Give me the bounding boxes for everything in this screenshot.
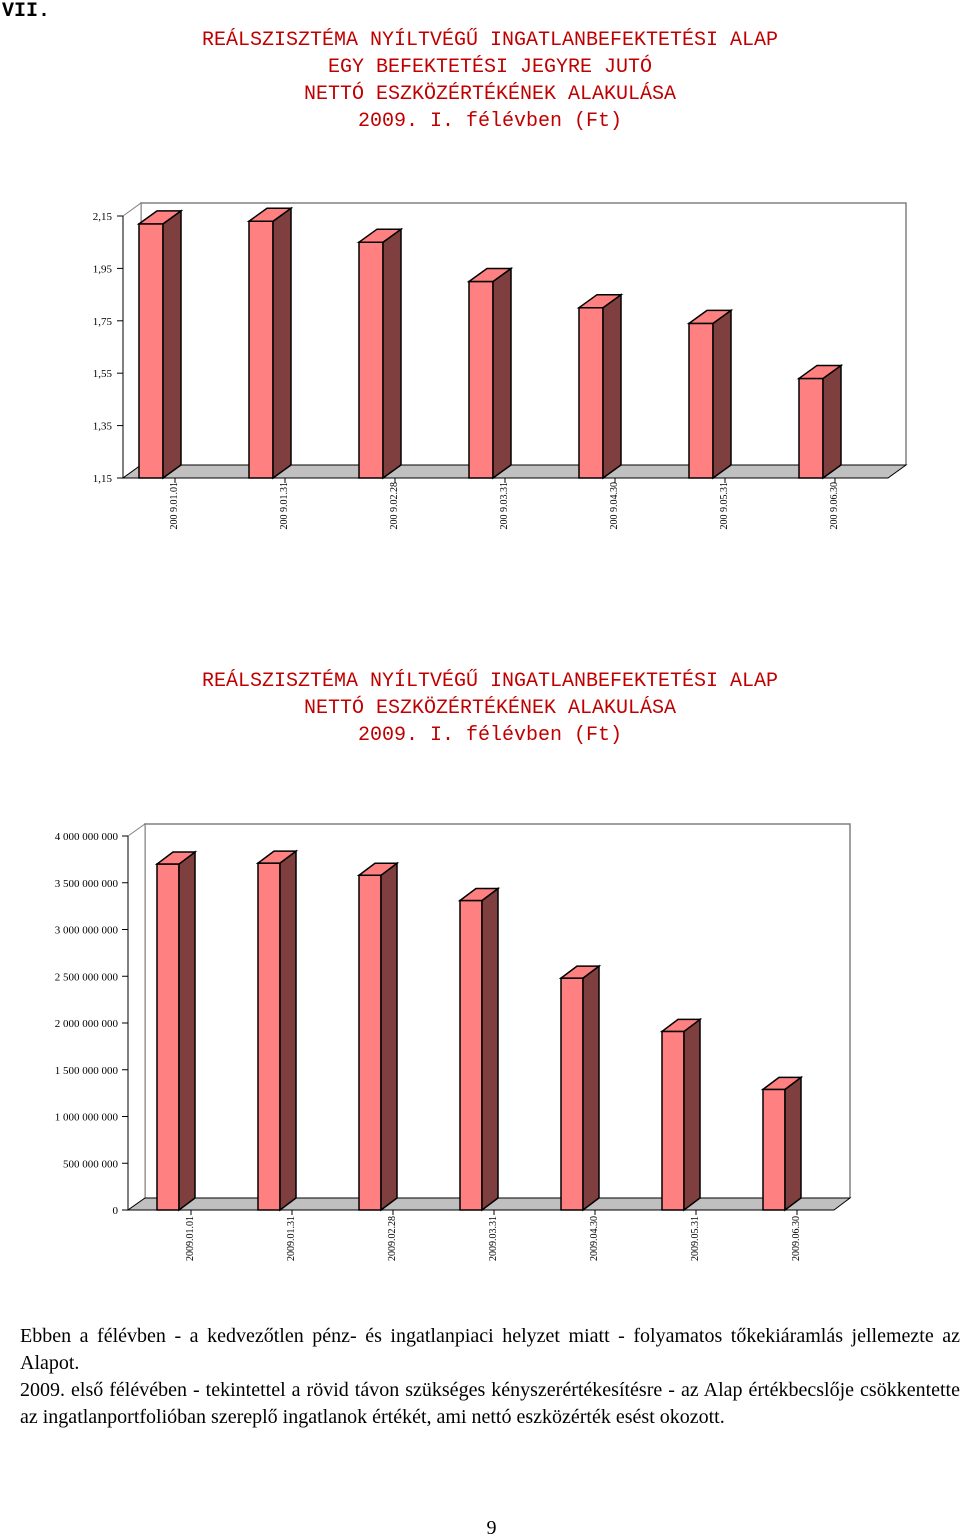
chart1-x-tick-label: 200 9.01.01 bbox=[169, 482, 180, 530]
chart2-bar-4 bbox=[459, 899, 483, 1211]
chart1-bar-side-3 bbox=[382, 227, 402, 480]
chart2-bar-top-1 bbox=[154, 851, 198, 865]
chart1-bar-4 bbox=[468, 280, 494, 479]
chart1-plot: 2,15 1,95 1,75 1,55 1,35 1,15 200 9.01.01 200 9… bbox=[93, 202, 908, 530]
section-number: VII. bbox=[2, 0, 51, 23]
chart2-y-tick-label: 1 500 000 000 bbox=[55, 1065, 119, 1077]
chart2-bar-top-6 bbox=[659, 1018, 703, 1033]
chart2-bar-side-1 bbox=[178, 850, 196, 1212]
chart2-bar-top-2 bbox=[255, 850, 299, 864]
chart2-bar-top-4 bbox=[457, 887, 501, 902]
chart2-y-tick-label: 1 000 000 000 bbox=[55, 1112, 119, 1124]
chart1-bar-side-2 bbox=[272, 206, 292, 480]
chart1-bar-7 bbox=[798, 377, 824, 479]
chart1-bar-top-4 bbox=[466, 267, 514, 283]
chart2-bar-top-7 bbox=[760, 1076, 804, 1091]
chart2-y-tick-label: 4 000 000 000 bbox=[55, 831, 119, 843]
chart1-y-tick-label: 1,55 bbox=[93, 368, 113, 380]
chart2-bar-side-2 bbox=[279, 849, 297, 1212]
chart1-bar-3 bbox=[358, 241, 384, 479]
chart2-y-tick-label: 500 000 000 bbox=[63, 1158, 119, 1170]
chart1-bar-top-5 bbox=[576, 293, 624, 309]
chart2-bar-top-3 bbox=[356, 862, 400, 877]
chart2-bar-2 bbox=[257, 862, 281, 1211]
chart1-bar-side-6 bbox=[712, 308, 732, 480]
chart2-bar-3 bbox=[358, 874, 382, 1211]
chart2-y-tick-label: 3 000 000 000 bbox=[55, 925, 119, 937]
chart1-y-tick-label: 1,35 bbox=[93, 421, 113, 433]
chart2-title-line: NETTÓ ESZKÖZÉRTÉKÉNEK ALAKULÁSA bbox=[303, 697, 677, 720]
chart1-x-tick-label: 200 9.06.30 bbox=[829, 482, 840, 530]
chart2-bar-6 bbox=[661, 1030, 685, 1211]
chart1-bar-side-4 bbox=[492, 267, 512, 480]
description-paragraph-1: Ebben a félévben - a kedvezőtlen pénz- é… bbox=[20, 1325, 960, 1374]
chart2-x-tick-label: 2009.02.28 bbox=[387, 1216, 398, 1261]
chart2-title-line: REÁLSZISZTÉMA NYÍLTVÉGŰ INGATLANBEFEKTET… bbox=[201, 670, 779, 693]
chart1-bar-2 bbox=[248, 220, 274, 479]
chart2-x-tick-label: 2009.03.31 bbox=[488, 1216, 499, 1261]
chart2-bar-side-3 bbox=[380, 861, 398, 1212]
chart1-bar-top-1 bbox=[136, 210, 184, 225]
description: Ebben a félévben - a kedvezőtlen pénz- é… bbox=[20, 1323, 960, 1431]
chart1-bar-side-1 bbox=[162, 209, 182, 480]
chart2-x-tick-label: 2009.01.31 bbox=[286, 1216, 297, 1261]
chart2-bar-1 bbox=[156, 863, 180, 1211]
chart1-floor bbox=[121, 464, 908, 479]
chart2-bar-5 bbox=[560, 977, 584, 1211]
chart1-bar-5 bbox=[578, 306, 604, 479]
chart2-title-line: 2009. I. félévben (Ft) bbox=[357, 724, 623, 747]
chart1-x-tick-label: 200 9.03.31 bbox=[499, 482, 510, 530]
chart1-bar-side-5 bbox=[602, 293, 622, 480]
chart2-x-tick-label: 2009.01.01 bbox=[185, 1216, 196, 1261]
chart2-y-tick-label: 2 500 000 000 bbox=[55, 971, 119, 983]
chart1-bar-side-7 bbox=[822, 363, 842, 480]
description-paragraph-2: 2009. első félévében - tekintettel a röv… bbox=[20, 1379, 960, 1428]
chart1-bar-top-7 bbox=[796, 364, 844, 380]
chart1-title: REÁLSZISZTÉMA NYÍLTVÉGŰ INGATLANBEFEKTET… bbox=[0, 27, 960, 135]
chart1-bar-top-3 bbox=[356, 228, 404, 243]
chart1-title-line: 2009. I. félévben (Ft) bbox=[357, 110, 623, 133]
chart2-y-tick-label: 3 500 000 000 bbox=[55, 878, 119, 890]
chart2-bar-side-4 bbox=[481, 887, 499, 1212]
chart1-title-line: NETTÓ ESZKÖZÉRTÉKÉNEK ALAKULÁSA bbox=[303, 83, 677, 106]
chart2-x-tick-label: 2009.06.30 bbox=[791, 1216, 802, 1261]
chart2-bar-side-5 bbox=[582, 964, 600, 1212]
chart1-x-tick-label: 200 9.02.28 bbox=[389, 482, 400, 530]
chart2-y-tick-label: 0 bbox=[113, 1205, 119, 1217]
chart2-bar-top-5 bbox=[558, 965, 602, 979]
chart1-y-tick-label: 1,95 bbox=[93, 263, 113, 275]
chart2-plot: 4 000 000 000 3 500 000 000 3 000 000 000 2… bbox=[55, 823, 852, 1261]
chart2-bar-7 bbox=[762, 1088, 786, 1211]
chart1-title-line: EGY BEFEKTETÉSI JEGYRE JUTÓ bbox=[327, 56, 653, 79]
chart1-x-tick-label: 200 9.01.31 bbox=[279, 482, 290, 530]
chart1-back-wall bbox=[123, 203, 906, 478]
chart1-bar-1 bbox=[138, 223, 164, 479]
chart2-side-wall bbox=[127, 823, 146, 1211]
chart1-y-tick-label: 1,75 bbox=[93, 316, 113, 328]
chart2-x-tick-label: 2009.04.30 bbox=[589, 1216, 600, 1261]
chart1-bar-6 bbox=[688, 322, 714, 479]
chart2-bar-side-7 bbox=[784, 1075, 802, 1212]
chart1-bar-top-6 bbox=[686, 309, 734, 325]
chart2-title: REÁLSZISZTÉMA NYÍLTVÉGŰ INGATLANBEFEKTET… bbox=[0, 668, 960, 749]
chart2-bar-side-6 bbox=[683, 1017, 701, 1212]
chart2-x-tick-label: 2009.05.31 bbox=[690, 1216, 701, 1261]
chart1-title-line: REÁLSZISZTÉMA NYÍLTVÉGŰ INGATLANBEFEKTET… bbox=[201, 29, 779, 52]
chart2-y-tick-label: 2 000 000 000 bbox=[55, 1018, 119, 1030]
chart1-x-tick-label: 200 9.04.30 bbox=[609, 482, 620, 530]
chart1-bar-top-2 bbox=[246, 207, 294, 222]
page-number: 9 bbox=[486, 1517, 497, 1539]
chart1-x-tick-label: 200 9.05.31 bbox=[719, 482, 730, 530]
chart1-y-tick-label: 1,15 bbox=[93, 473, 113, 485]
chart1-y-tick-label: 2,15 bbox=[93, 211, 113, 223]
